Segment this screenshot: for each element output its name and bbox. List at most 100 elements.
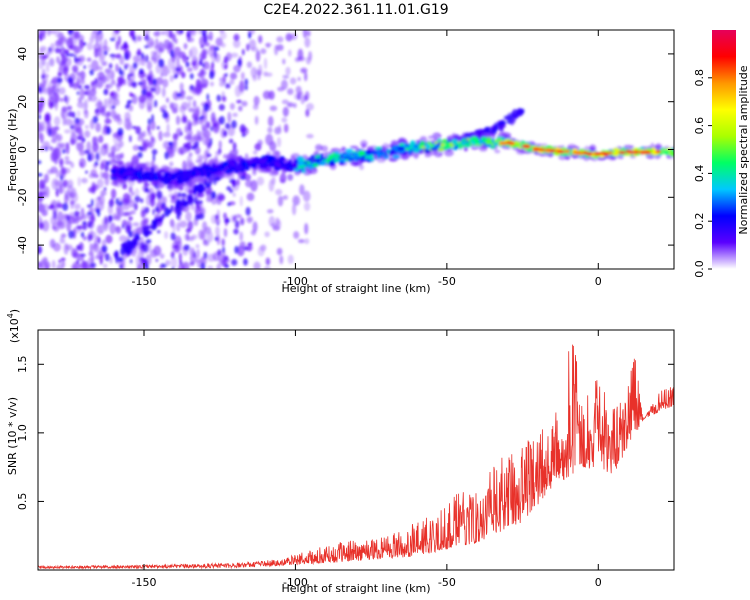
heatmap-cell <box>195 159 203 164</box>
heatmap-cell <box>247 242 253 246</box>
heatmap-cell <box>197 172 202 176</box>
heatmap-cell <box>137 146 143 150</box>
heatmap-cell <box>112 134 120 144</box>
heatmap-cell <box>377 159 386 163</box>
spectrogram-x-axis-title: Height of straight line (km) <box>281 282 430 295</box>
heatmap-cell <box>104 215 108 225</box>
heatmap-cell <box>206 153 212 158</box>
heatmap-cell <box>162 132 171 138</box>
heatmap-cell <box>227 111 232 123</box>
heatmap-cell <box>278 124 282 132</box>
heatmap-cell <box>89 243 93 253</box>
heatmap-cell <box>64 118 73 126</box>
heatmap-cell <box>292 195 300 206</box>
heatmap-cell <box>225 218 228 227</box>
heatmap-cell <box>62 66 69 76</box>
heatmap-cell <box>79 253 86 257</box>
heatmap-cell <box>303 201 311 212</box>
y-tick-label: 40 <box>16 47 29 61</box>
heatmap-cell <box>39 47 44 58</box>
heatmap-cell <box>623 144 633 149</box>
heatmap-cell <box>241 133 246 137</box>
heatmap-cell <box>213 122 218 128</box>
heatmap-cell <box>141 138 145 149</box>
heatmap-cell <box>155 77 164 86</box>
heatmap-cell <box>98 135 104 144</box>
heatmap-cell <box>47 30 51 37</box>
heatmap-cell <box>103 98 108 109</box>
heatmap-cell <box>173 38 178 44</box>
heatmap-cell <box>227 202 231 207</box>
heatmap-cell <box>87 233 93 241</box>
heatmap-cell <box>229 72 238 80</box>
y-tick-label: 1.0 <box>16 424 29 442</box>
heatmap-cell <box>593 152 602 156</box>
heatmap-cell <box>104 175 110 186</box>
heatmap-cell <box>109 53 116 58</box>
heatmap-cell <box>663 150 670 155</box>
heatmap-cell <box>152 78 157 86</box>
heatmap-cell <box>343 156 349 159</box>
heatmap-cell <box>71 65 79 73</box>
heatmap-cell <box>135 226 143 235</box>
heatmap-cell <box>265 158 271 164</box>
heatmap-cell <box>74 58 81 62</box>
heatmap-cell <box>297 160 304 167</box>
heatmap-cell <box>275 188 283 196</box>
heatmap-cell <box>444 150 455 156</box>
heatmap-cell <box>231 163 236 167</box>
heatmap-cell <box>117 127 124 136</box>
heatmap-cell <box>122 202 130 211</box>
heatmap-cell <box>116 82 120 92</box>
heatmap-cell <box>110 188 117 199</box>
heatmap-cell <box>263 266 271 269</box>
heatmap-cell <box>187 169 192 173</box>
heatmap-cell <box>64 160 72 165</box>
colorbar-tick-label: 0.8 <box>693 69 706 87</box>
heatmap-cell <box>57 221 66 230</box>
heatmap-cell <box>246 43 250 52</box>
heatmap-cell <box>397 146 405 151</box>
heatmap-cell <box>276 136 282 148</box>
heatmap-cell <box>132 222 140 227</box>
heatmap-cell <box>153 44 162 50</box>
heatmap-cell <box>189 73 194 80</box>
heatmap-cell <box>194 116 199 122</box>
heatmap-cell <box>254 143 262 151</box>
x-tick-label: 0 <box>595 576 602 589</box>
heatmap-cell <box>228 138 234 144</box>
heatmap-cell <box>94 160 99 167</box>
heatmap-cell <box>223 173 229 179</box>
heatmap-cell <box>265 151 272 156</box>
heatmap-cell <box>188 107 196 113</box>
heatmap-cell <box>217 194 226 201</box>
heatmap-cell <box>430 146 439 151</box>
heatmap-cell <box>165 259 171 266</box>
heatmap-cell <box>328 160 336 166</box>
heatmap-cell <box>223 130 228 137</box>
heatmap-cell <box>218 103 225 111</box>
heatmap-cell <box>166 123 170 134</box>
heatmap-cell <box>119 166 127 172</box>
heatmap-cell <box>217 253 225 264</box>
heatmap-cell <box>201 48 207 61</box>
heatmap-cell <box>195 259 202 264</box>
heatmap-cell <box>217 165 222 170</box>
heatmap-cell <box>312 157 316 163</box>
heatmap-cell <box>125 171 132 176</box>
heatmap-cell <box>149 174 154 179</box>
heatmap-cell <box>279 172 287 184</box>
heatmap-cell <box>170 251 175 259</box>
heatmap-cell <box>63 243 69 255</box>
heatmap-cell <box>86 141 92 153</box>
heatmap-cell <box>145 84 154 95</box>
heatmap-cell <box>122 192 131 205</box>
heatmap-cell <box>232 39 241 48</box>
heatmap-cell <box>76 144 81 152</box>
heatmap-cell <box>51 138 57 144</box>
heatmap-cell <box>585 152 593 156</box>
heatmap-cell <box>110 92 114 97</box>
heatmap-cell <box>520 143 524 149</box>
heatmap-cell <box>306 30 311 37</box>
heatmap-cell <box>131 154 140 166</box>
